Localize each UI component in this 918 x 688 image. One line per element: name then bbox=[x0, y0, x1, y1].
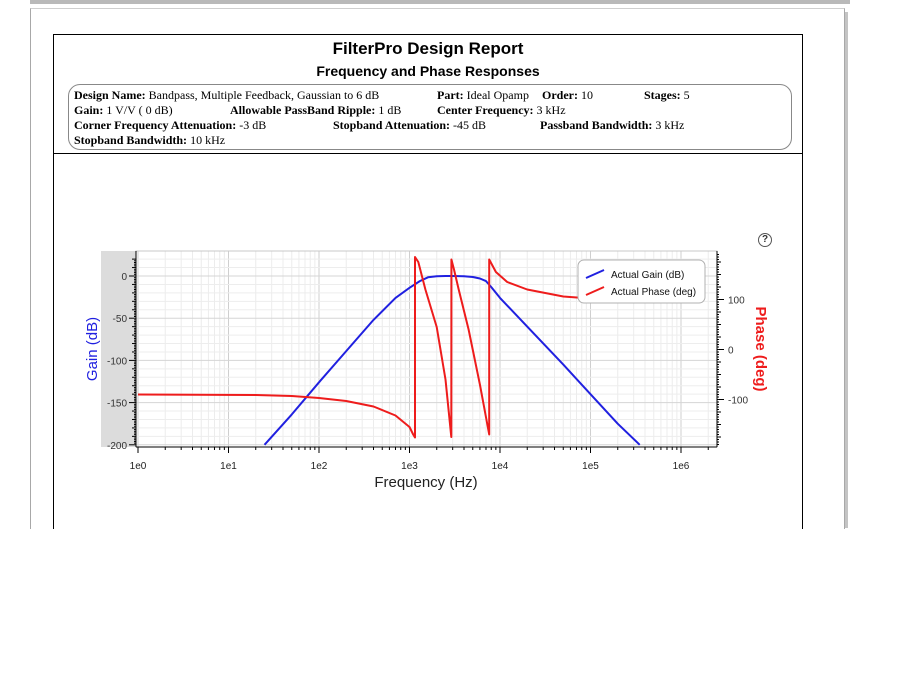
stopband-attenuation: Stopband Attenuation: -45 dB bbox=[333, 118, 487, 132]
phase-series-line bbox=[137, 256, 618, 439]
corner-attenuation: Corner Frequency Attenuation: -3 dB bbox=[74, 118, 267, 132]
stages: Stages: 5 bbox=[644, 88, 690, 102]
order: Order: 10 bbox=[542, 88, 593, 102]
x-tick-label: 1e4 bbox=[492, 461, 509, 472]
legend-label: Actual Phase (deg) bbox=[611, 287, 696, 298]
y-tick-label: 0 bbox=[121, 272, 127, 283]
y2-axis-label: Phase (deg) bbox=[752, 306, 769, 391]
design-info-box bbox=[68, 84, 792, 150]
passband-bandwidth: Passband Bandwidth: 3 kHz bbox=[540, 118, 685, 132]
center-frequency: Center Frequency: 3 kHz bbox=[437, 103, 566, 117]
y-axis-label: Gain (dB) bbox=[84, 317, 101, 381]
chart-series bbox=[137, 256, 641, 446]
y-tick-label: -200 bbox=[107, 441, 127, 452]
x-tick-label: 1e6 bbox=[673, 461, 690, 472]
y2-tick-label: 0 bbox=[728, 346, 734, 357]
design-name: Design Name: Bandpass, Multiple Feedback… bbox=[74, 88, 380, 102]
legend-label: Actual Gain (dB) bbox=[611, 270, 684, 281]
x-tick-label: 1e0 bbox=[130, 461, 147, 472]
chart-axes: 1e0 1e1 1e2 1e3 1e4 1e5 1e6 0 -50 -100 -150 -200 100… bbox=[107, 251, 748, 472]
x-axis-label: Frequency (Hz) bbox=[374, 474, 477, 491]
y-axis-band bbox=[101, 251, 136, 447]
legend-box bbox=[577, 259, 706, 304]
report-subtitle: Frequency and Phase Responses bbox=[316, 63, 540, 79]
legend-swatch bbox=[585, 269, 605, 279]
header-divider bbox=[54, 153, 802, 154]
gain: Gain: 1 V/V ( 0 dB) bbox=[74, 103, 173, 117]
legend-swatch bbox=[585, 286, 605, 296]
window-top-bar bbox=[30, 0, 850, 4]
x-tick-label: 1e2 bbox=[311, 461, 328, 472]
y2-tick-label: -100 bbox=[728, 396, 748, 407]
part: Part: Ideal Opamp bbox=[437, 88, 529, 102]
y-tick-label: -100 bbox=[107, 356, 127, 367]
stopband-bandwidth: Stopband Bandwidth: 10 kHz bbox=[74, 133, 226, 147]
x-tick-label: 1e3 bbox=[401, 461, 418, 472]
y-tick-label: -150 bbox=[107, 399, 127, 410]
y-tick-label: -50 bbox=[113, 314, 128, 325]
gain-series-line bbox=[263, 275, 641, 446]
x-tick-label: 1e5 bbox=[582, 461, 599, 472]
chart-legend: Actual Gain (dB) Actual Phase (deg) bbox=[577, 259, 706, 304]
window-shadow bbox=[843, 12, 848, 528]
x-tick-label: 1e1 bbox=[220, 461, 237, 472]
y2-tick-label: 100 bbox=[728, 296, 745, 307]
passband-ripple: Allowable PassBand Ripple: 1 dB bbox=[230, 103, 402, 117]
question-circle-icon[interactable]: ? bbox=[758, 233, 772, 247]
report-title: FilterPro Design Report bbox=[332, 39, 524, 58]
